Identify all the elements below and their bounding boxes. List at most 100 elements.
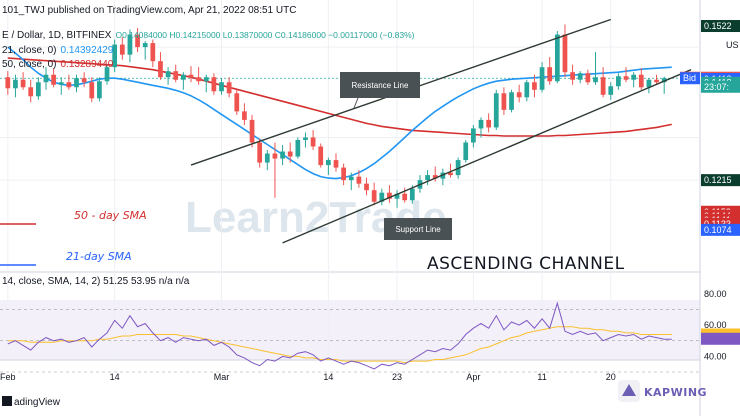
candle-body <box>646 79 652 88</box>
support-callout: Support Line <box>384 218 452 240</box>
rsi-tick-label: 80.00 <box>704 289 727 299</box>
candle-body <box>180 74 186 80</box>
price-tag-bg <box>701 41 740 54</box>
rsi-line <box>7 301 672 370</box>
kapwing-watermark: KAPWING <box>618 380 707 402</box>
candle-body <box>570 72 575 80</box>
time-axis-label: 20 <box>606 372 616 382</box>
candle-body <box>394 193 400 199</box>
price-tag-bg <box>701 128 740 141</box>
rsi-pane <box>0 301 700 373</box>
candle-body <box>66 82 72 88</box>
rsi-axis: 80.00 60.00 40.00 <box>701 289 740 361</box>
candle-body <box>28 87 34 97</box>
time-axis-label: Feb <box>0 372 16 382</box>
candle-body <box>104 67 110 82</box>
candle-body <box>486 119 492 128</box>
candle-body <box>287 151 293 157</box>
time-axis-label: Mar <box>214 372 230 382</box>
symbol-line: E / Dollar, 1D, BITFINEX O0.14084000 H0.1… <box>2 30 415 41</box>
candle-body <box>333 160 339 168</box>
candle-body <box>509 92 514 110</box>
candle-body <box>616 76 621 87</box>
candle-body <box>74 78 79 88</box>
time-axis-label: 14 <box>323 372 333 382</box>
candle-body <box>524 82 530 98</box>
candle-body <box>463 142 469 161</box>
tradingview-logo-icon <box>2 396 12 406</box>
price-tag-label: 0.1215 <box>704 175 732 185</box>
ma50-legend-label: 50, close, 0) <box>2 59 56 70</box>
candle-body <box>203 77 209 82</box>
resistance-callout-text: Resistance Line <box>352 81 409 90</box>
candle-body <box>600 77 606 95</box>
support-line <box>282 69 692 244</box>
candle-body <box>593 77 598 83</box>
time-axis-label: Apr <box>466 372 480 382</box>
candle-body <box>493 93 499 128</box>
candle-body <box>356 176 362 184</box>
published-text: 101_TWJ published on TradingView.com, Ap… <box>2 5 296 16</box>
price-tag-bg <box>701 174 740 187</box>
ma50-line <box>7 57 672 137</box>
candle-body <box>242 111 247 120</box>
candle-body <box>43 74 49 83</box>
ma21-line-group <box>7 46 672 180</box>
candle-body <box>196 77 201 82</box>
tradingview-brand: adingView <box>2 396 61 408</box>
candle-body <box>471 128 476 143</box>
candle-body <box>638 74 644 88</box>
candle-body <box>631 74 637 80</box>
candle-body <box>310 137 316 147</box>
candle-body <box>326 160 331 166</box>
channel-title: ASCENDING CHANNEL <box>427 254 625 274</box>
candle-body <box>188 74 194 78</box>
price-tag-label: 0.1522 <box>704 21 732 31</box>
rsi-tag-bg <box>701 332 740 345</box>
candle-body <box>455 160 461 176</box>
ma50-legend: 50, close, 0) 0.13289440 <box>2 59 114 70</box>
ma21-legend-label: 21, close, 0) <box>2 45 56 56</box>
rsi-band <box>0 300 700 360</box>
rsi-sma-line <box>7 326 672 364</box>
currency-label: US <box>726 40 739 50</box>
candle-body <box>432 175 438 179</box>
candle-body <box>234 93 240 112</box>
price-tag-label: 0.1300 <box>704 129 732 139</box>
ma21-line <box>7 46 672 180</box>
time-axis-label: 11 <box>537 372 546 382</box>
candles <box>5 24 667 208</box>
ma50-legend-value: 0.13289440 <box>60 59 113 70</box>
symbol-name: E / Dollar, 1D, BITFINEX <box>2 30 112 41</box>
candle-body <box>5 77 11 89</box>
resistance-callout-pointer <box>353 97 359 109</box>
time-axis: Feb 14 Mar 14 23 Apr 11 20 <box>0 372 616 382</box>
time-axis-label: 14 <box>110 372 120 382</box>
candle-body <box>51 74 56 85</box>
kapwing-text: KAPWING <box>644 386 707 399</box>
candle-body <box>249 119 255 143</box>
candle-body <box>135 34 140 48</box>
candle-body <box>58 82 64 85</box>
kapwing-logo-shape <box>622 384 636 396</box>
candle-body <box>501 93 507 110</box>
ma21-legend: 21, close, 0) 0.14392429 <box>2 45 114 56</box>
price-tag-label: 0.1133 <box>704 219 731 229</box>
price-tag-bg <box>701 80 740 93</box>
candle-body <box>20 79 26 88</box>
candle-body <box>478 119 484 129</box>
candle-body <box>219 82 224 92</box>
resistance-callout-box <box>340 72 420 98</box>
candle-body <box>409 188 415 201</box>
candle-body <box>387 192 392 199</box>
candle-body <box>577 73 583 80</box>
candle-body <box>127 34 133 55</box>
candle-body <box>35 82 41 97</box>
candle-body <box>257 142 263 163</box>
candle-body <box>173 71 179 80</box>
candle-body <box>112 44 118 68</box>
ohlc-values: O0.14084000 H0.14215000 L0.13870000 C0.1… <box>115 30 414 40</box>
rsi-tick-label: 40.00 <box>704 351 727 361</box>
candle-body <box>13 79 18 89</box>
